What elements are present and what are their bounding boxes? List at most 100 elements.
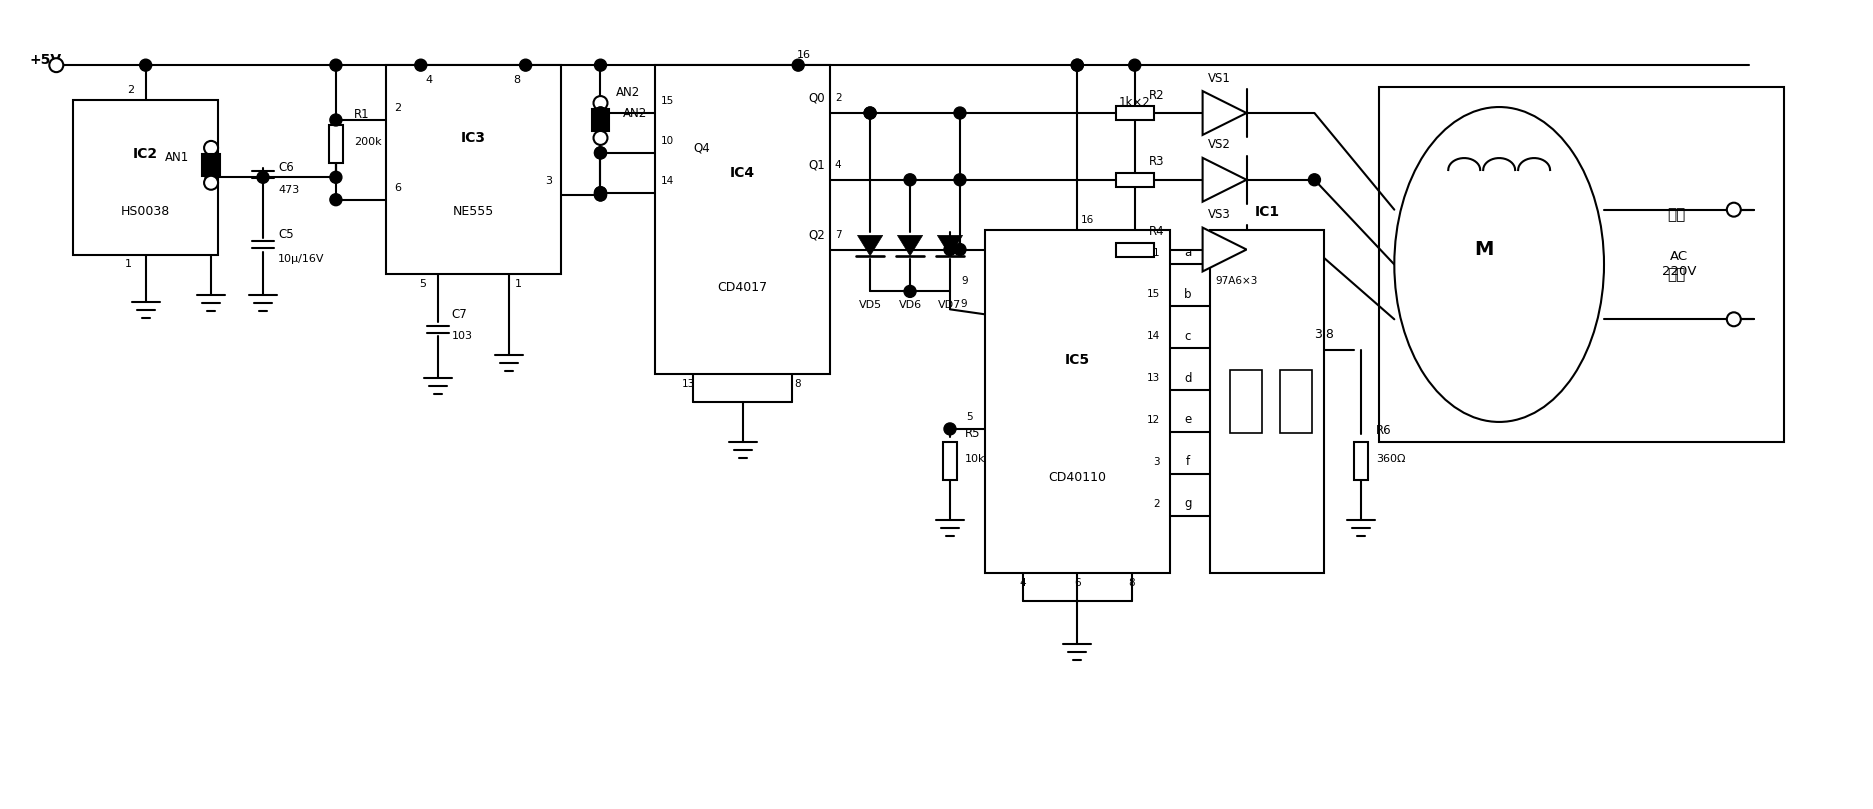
- Circle shape: [905, 174, 916, 186]
- Text: M: M: [1474, 240, 1495, 259]
- Ellipse shape: [1394, 107, 1603, 422]
- Circle shape: [953, 174, 966, 186]
- Circle shape: [944, 423, 955, 435]
- Circle shape: [953, 244, 966, 256]
- Text: c: c: [1184, 330, 1191, 343]
- Circle shape: [1071, 59, 1083, 71]
- Text: 2: 2: [1154, 498, 1159, 509]
- Text: 8: 8: [513, 75, 521, 85]
- Text: 360Ω: 360Ω: [1377, 454, 1407, 464]
- Circle shape: [594, 187, 607, 199]
- Text: 6: 6: [1073, 578, 1081, 588]
- Bar: [1116, 243, 1154, 256]
- Text: C7: C7: [451, 307, 468, 321]
- Circle shape: [594, 187, 607, 199]
- Text: C6: C6: [277, 161, 294, 174]
- Text: IC4: IC4: [730, 167, 755, 180]
- Text: 4: 4: [1019, 578, 1026, 588]
- Text: 8: 8: [1128, 578, 1135, 588]
- Circle shape: [330, 114, 343, 126]
- Text: AC
220V: AC 220V: [1661, 251, 1697, 278]
- Text: R3: R3: [1148, 155, 1165, 168]
- Text: 7: 7: [835, 230, 841, 239]
- Bar: [1231, 370, 1262, 434]
- Text: IC3: IC3: [461, 131, 485, 146]
- Text: e: e: [1184, 413, 1191, 426]
- Bar: [985, 230, 1169, 574]
- Circle shape: [1727, 203, 1740, 217]
- Text: 2: 2: [127, 85, 135, 95]
- Circle shape: [1071, 59, 1083, 71]
- Circle shape: [257, 172, 270, 184]
- Text: g: g: [1184, 498, 1191, 510]
- Bar: [330, 125, 343, 163]
- Text: 473: 473: [277, 184, 300, 195]
- Text: Q0: Q0: [809, 91, 826, 104]
- Text: CD4017: CD4017: [717, 281, 768, 294]
- Text: 10μ/16V: 10μ/16V: [277, 255, 324, 265]
- Polygon shape: [1202, 91, 1247, 135]
- Text: 3: 3: [545, 176, 553, 186]
- Polygon shape: [936, 235, 963, 256]
- Text: 4: 4: [425, 75, 433, 85]
- Text: 2: 2: [393, 103, 401, 113]
- Text: 10: 10: [661, 136, 674, 146]
- Bar: [592, 109, 609, 131]
- Text: Q2: Q2: [809, 228, 826, 241]
- Circle shape: [944, 244, 955, 256]
- Text: R4: R4: [1148, 225, 1165, 238]
- Text: 6: 6: [395, 183, 401, 193]
- Text: 5: 5: [420, 279, 427, 290]
- Text: 风扇: 风扇: [1667, 207, 1686, 222]
- Bar: [73, 100, 217, 255]
- Text: 15: 15: [1146, 290, 1159, 299]
- Text: 9: 9: [961, 299, 966, 309]
- Polygon shape: [1202, 158, 1247, 201]
- Text: 103: 103: [451, 331, 472, 341]
- Circle shape: [49, 58, 64, 72]
- Text: 97A6×3: 97A6×3: [1216, 277, 1259, 286]
- Text: 14: 14: [661, 176, 674, 186]
- Text: 9: 9: [961, 277, 968, 286]
- Circle shape: [863, 107, 877, 119]
- Text: 13: 13: [1146, 373, 1159, 383]
- Polygon shape: [1202, 227, 1247, 272]
- Text: Q1: Q1: [809, 159, 826, 172]
- Circle shape: [330, 59, 343, 71]
- Text: 13: 13: [682, 379, 695, 389]
- Circle shape: [414, 59, 427, 71]
- Text: 10k: 10k: [965, 454, 985, 464]
- Circle shape: [330, 193, 343, 205]
- Circle shape: [594, 147, 607, 159]
- Circle shape: [330, 172, 343, 184]
- Text: R2: R2: [1148, 88, 1165, 102]
- Text: IC5: IC5: [1064, 354, 1090, 367]
- Circle shape: [1129, 59, 1141, 71]
- Polygon shape: [897, 235, 923, 256]
- Circle shape: [1727, 312, 1740, 326]
- Text: d: d: [1184, 371, 1191, 384]
- Bar: [1354, 442, 1369, 480]
- Text: AN2: AN2: [616, 86, 641, 99]
- Text: b: b: [1184, 288, 1191, 301]
- Text: 14: 14: [1146, 331, 1159, 341]
- Text: VS2: VS2: [1208, 138, 1231, 151]
- Text: +5V: +5V: [30, 53, 62, 67]
- Circle shape: [905, 286, 916, 298]
- Text: f: f: [1186, 455, 1189, 468]
- Text: VD5: VD5: [858, 300, 882, 311]
- Text: R6: R6: [1377, 425, 1392, 438]
- Text: NE555: NE555: [453, 205, 494, 218]
- Bar: [1379, 87, 1783, 442]
- Text: AN2: AN2: [622, 107, 646, 120]
- Text: 1: 1: [515, 279, 523, 290]
- Circle shape: [204, 141, 217, 155]
- Text: C5: C5: [277, 228, 294, 241]
- Circle shape: [594, 96, 607, 110]
- Text: 4: 4: [835, 160, 841, 170]
- Text: IC2: IC2: [133, 147, 157, 161]
- Text: 8: 8: [794, 379, 800, 389]
- Text: VS3: VS3: [1208, 208, 1231, 221]
- Circle shape: [594, 59, 607, 71]
- Text: 1: 1: [125, 260, 133, 269]
